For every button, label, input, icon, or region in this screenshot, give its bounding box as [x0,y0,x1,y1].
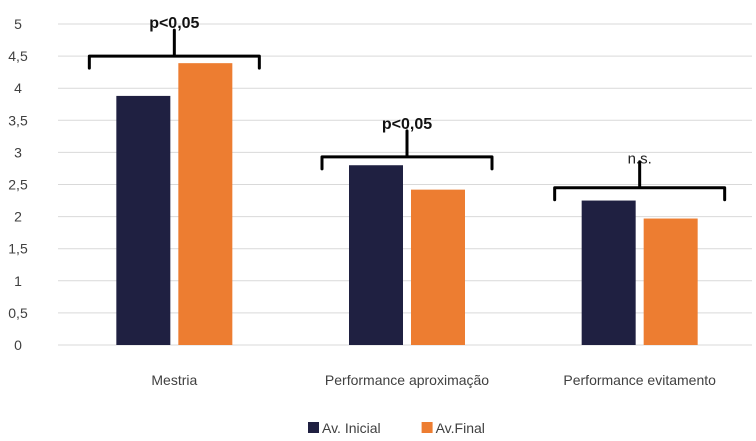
y-axis-tick-labels: 0 0,5 1 1,5 2 2,5 3 3,5 4 4,5 5 [8,16,28,353]
significance-bracket [320,129,494,171]
y-tick-label: 4 [14,80,22,96]
y-tick-label: 0 [14,337,22,353]
y-tick-label: 2,5 [8,177,28,193]
bar-av-final-performance-evitamento [643,218,698,345]
legend-label: Av. Inicial [322,420,381,436]
significance-annotations: p<0,05 p<0,05 n.s. [87,15,727,202]
y-tick-label: 3,5 [8,112,28,128]
bar-av-inicial-performance-aproximacao [349,165,403,345]
y-tick-label: 1 [14,273,22,289]
significance-label: p<0,05 [382,116,432,133]
gridlines [58,23,752,346]
legend-swatch-av-inicial [308,422,319,433]
category-label: Mestria [151,372,197,388]
significance-bracket [553,160,727,202]
bar-av-inicial-mestria [116,95,171,346]
y-tick-label: 5 [14,16,22,32]
bar-av-final-mestria [178,63,233,346]
significance-label: n.s. [628,151,652,168]
legend-swatch-av-final [421,422,433,433]
bar-av-final-performance-aproximacao [411,189,465,345]
y-tick-label: 0,5 [8,305,28,321]
legend-label: Av.Final [436,420,485,436]
category-label: Performance aproximação [325,372,489,388]
bar-av-inicial-performance-evitamento [581,200,636,345]
significance-bracket [87,28,261,70]
category-labels: Mestria Performance aproximação Performanc… [151,372,716,388]
y-tick-label: 3 [14,144,22,160]
legend: Av. Inicial Av.Final [308,420,485,436]
bars [116,63,698,346]
significance-label: p<0,05 [149,15,199,32]
y-tick-label: 2 [14,209,22,225]
category-label: Performance evitamento [563,372,716,388]
y-tick-label: 4,5 [8,48,28,64]
y-tick-label: 1,5 [8,241,28,257]
